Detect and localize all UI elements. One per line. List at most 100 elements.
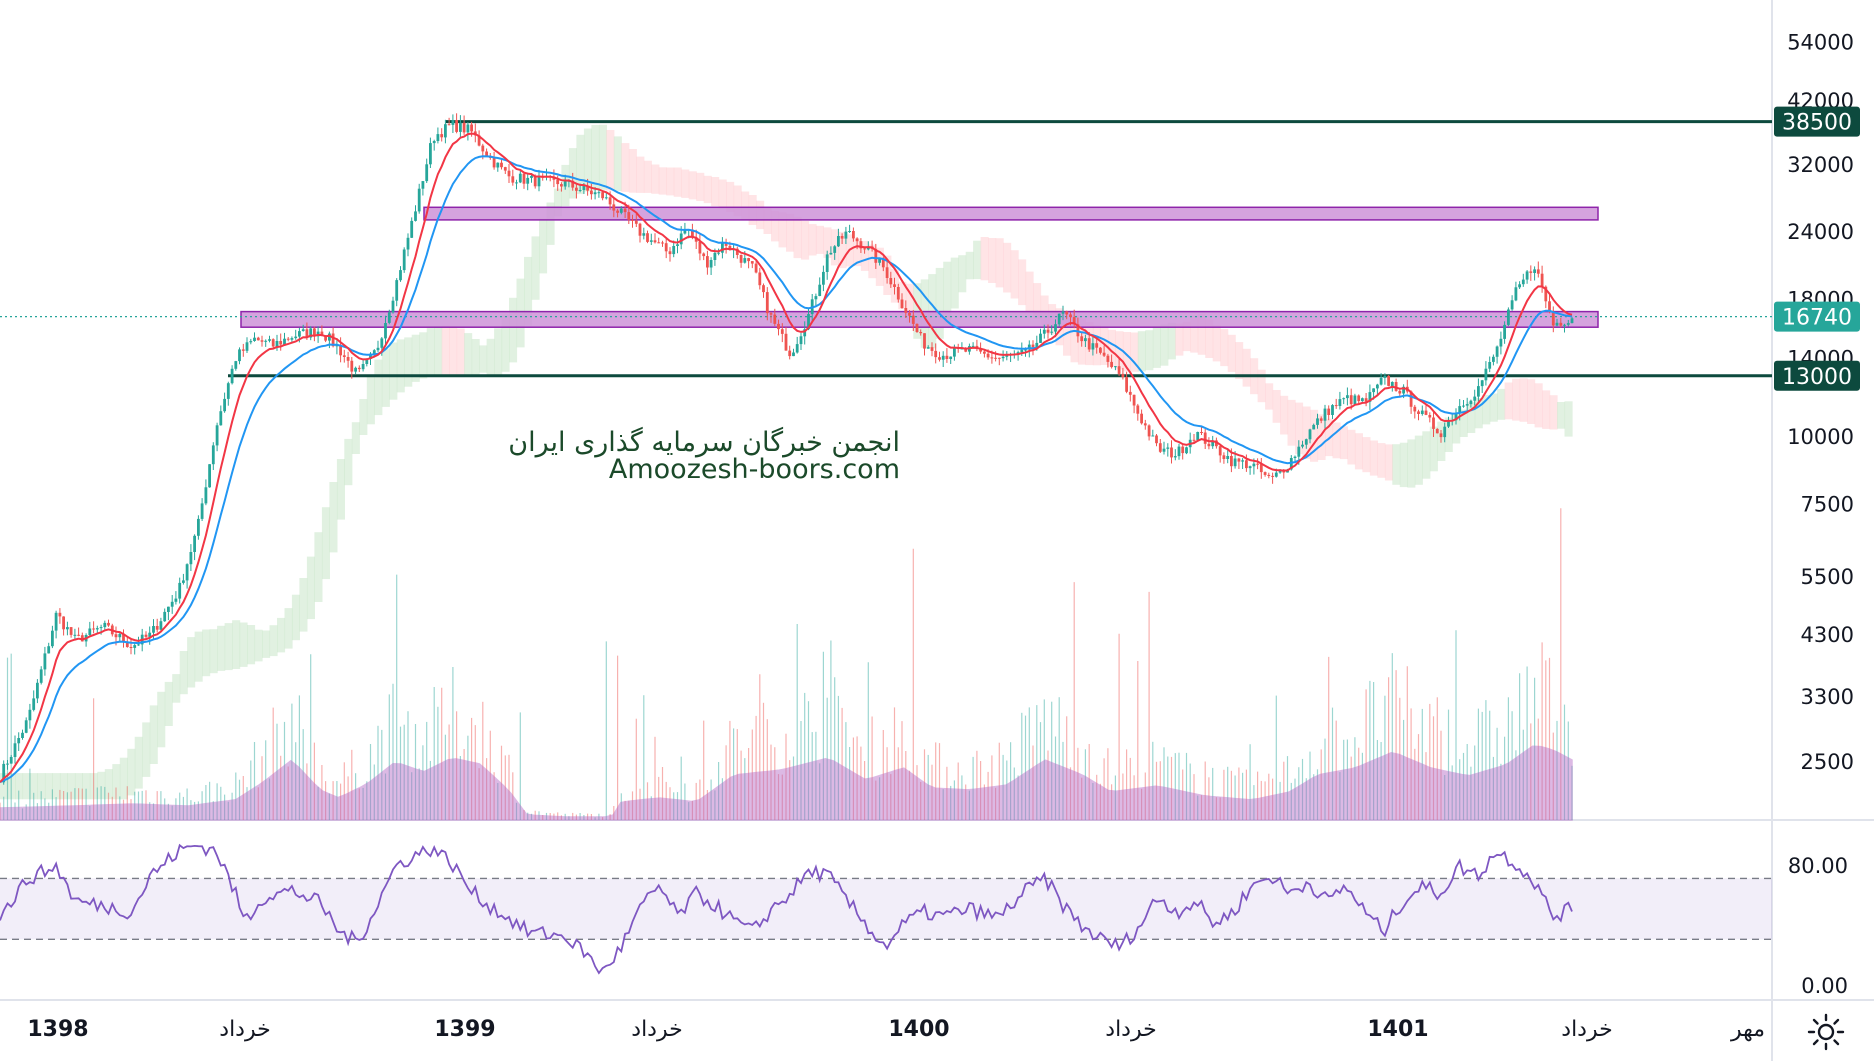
candle-body — [1342, 398, 1346, 400]
candle-body — [264, 340, 268, 342]
candle-body — [1054, 324, 1057, 332]
candle-body — [616, 210, 619, 213]
candle-body — [533, 175, 537, 187]
candle-body — [1394, 382, 1398, 391]
candle-body — [208, 464, 211, 488]
candle-body — [537, 176, 541, 187]
candle-body — [672, 246, 676, 255]
candle-body — [979, 348, 982, 352]
candle-body — [167, 606, 170, 612]
rsi-indicator — [0, 843, 1772, 975]
candle-body — [953, 347, 956, 357]
candle-body — [129, 647, 133, 648]
candle-body — [941, 355, 945, 360]
candle-body — [754, 263, 758, 273]
cloud-segment — [965, 251, 974, 280]
cloud-segment — [89, 773, 98, 800]
candle-body — [1087, 338, 1091, 350]
candle-body — [103, 622, 107, 628]
moving-averages — [0, 132, 1573, 784]
cloud-segment — [1564, 401, 1573, 437]
candle-body — [964, 348, 968, 352]
cloud-segment — [1549, 395, 1558, 430]
cloud-segment — [1018, 259, 1027, 306]
candle-body — [1065, 311, 1069, 315]
cloud-segment — [269, 625, 278, 657]
candle-body — [253, 337, 256, 341]
price-axis[interactable]: 5400042000320002400018000140001000075005… — [1787, 30, 1854, 774]
candle-body — [911, 315, 915, 324]
candle-body — [122, 633, 125, 643]
candle-body — [313, 328, 316, 337]
candle-body — [69, 627, 73, 635]
candle-body — [1409, 391, 1413, 407]
candle-body — [492, 157, 496, 168]
candle-body — [1563, 324, 1566, 326]
last-price-tag: 16740 — [1782, 306, 1852, 331]
candle-body — [1316, 418, 1319, 425]
candle-body — [1499, 338, 1503, 347]
cloud-segment — [860, 241, 869, 271]
candle-body — [1492, 356, 1495, 362]
candle-body — [174, 598, 178, 602]
candle-body — [234, 361, 238, 369]
cloud-segment — [1407, 439, 1416, 488]
candle-body — [780, 329, 784, 334]
candle-body — [170, 601, 174, 607]
cloud-segment — [681, 169, 690, 198]
candle-body — [279, 341, 283, 345]
candle-body — [1057, 313, 1061, 325]
candle-body — [694, 237, 698, 242]
time-axis-label: 1399 — [434, 1017, 495, 1042]
cloud-segment — [636, 156, 645, 193]
candle-body — [522, 173, 526, 184]
cloud-segment — [531, 236, 540, 300]
cloud-segment — [1205, 319, 1214, 358]
cloud-segment — [1512, 378, 1521, 421]
candle-body — [77, 634, 80, 636]
candle-body — [1308, 429, 1312, 440]
rsi-axis[interactable]: 80.00 0.00 — [1788, 854, 1848, 998]
candle-body — [1518, 284, 1521, 288]
time-axis-label: مهر — [1730, 1017, 1765, 1042]
candle-body — [518, 173, 522, 183]
candle-body — [346, 357, 350, 361]
cloud-segment — [67, 773, 76, 800]
candle-body — [859, 241, 863, 249]
candle-body — [1551, 312, 1555, 326]
candle-body — [58, 612, 62, 617]
candle-body — [241, 349, 245, 351]
cloud-segment — [1332, 422, 1341, 459]
candle-body — [496, 162, 500, 168]
candle-body — [406, 237, 410, 250]
candle-body — [833, 246, 837, 253]
cloud-segment — [1280, 395, 1289, 435]
cloud-segment — [1497, 388, 1506, 420]
cloud-segment — [464, 333, 473, 377]
candle-body — [994, 357, 997, 359]
candle-body — [1027, 344, 1031, 350]
cloud-segment — [621, 143, 630, 192]
candle-body — [159, 621, 163, 630]
cloud-segment — [1070, 315, 1079, 363]
cloud-segment — [1302, 406, 1311, 459]
candle-body — [997, 357, 1001, 359]
time-axis[interactable]: 1398 خرداد 1399 خرداد 1400 خرداد 1401 خرداد مهر — [27, 1017, 1765, 1042]
candle-body — [1185, 447, 1188, 454]
candle-body — [95, 628, 99, 630]
gear-icon[interactable] — [1806, 1012, 1846, 1052]
cloud-segment — [853, 238, 862, 267]
cloud-segment — [628, 149, 637, 193]
candle-body — [702, 253, 706, 257]
candle-body — [1548, 301, 1551, 312]
candle-body — [245, 342, 249, 351]
candle-body — [1020, 349, 1024, 353]
candle-body — [949, 356, 953, 359]
candle-body — [814, 296, 818, 300]
cloud-segment — [1003, 242, 1012, 293]
cloud-segment — [59, 773, 68, 800]
candle-body — [1338, 399, 1342, 406]
candle-body — [1117, 366, 1121, 374]
candle-body — [1301, 444, 1304, 447]
